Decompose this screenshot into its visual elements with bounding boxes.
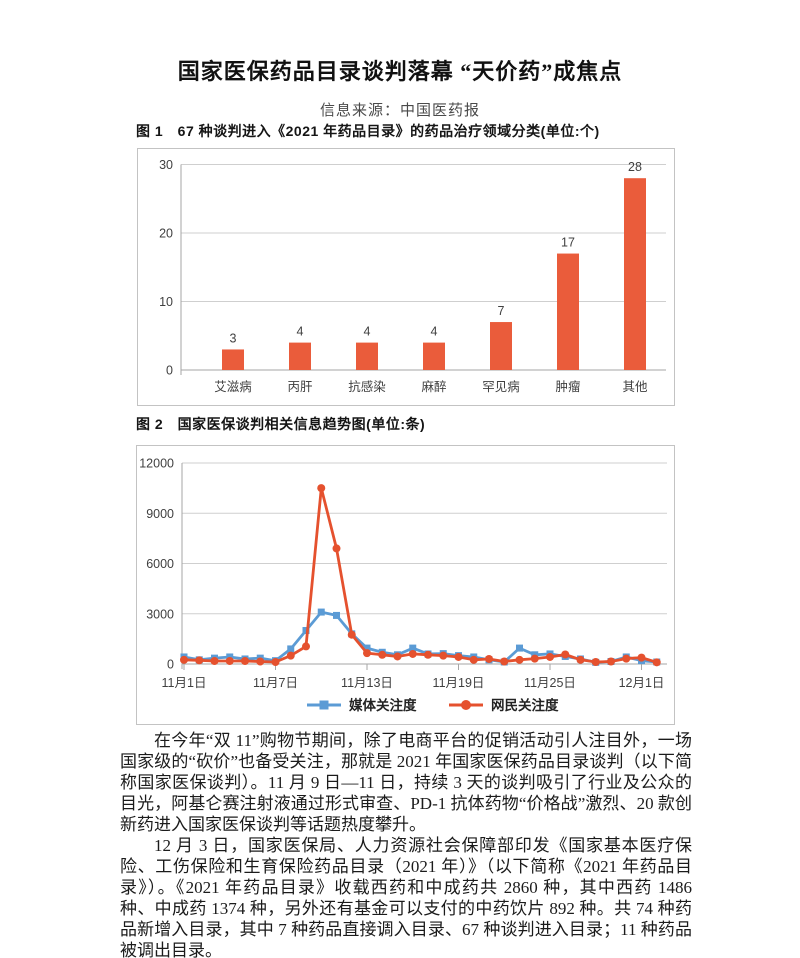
data-point-circle xyxy=(424,650,432,659)
legend-marker-square xyxy=(319,700,329,710)
figure1-caption: 图 1 67 种谈判进入《2021 年药品目录》的药品治疗领域分类(单位:个) xyxy=(136,123,600,139)
data-point-circle xyxy=(378,650,387,659)
bar-category-label: 其他 xyxy=(622,380,648,394)
data-point-circle xyxy=(347,630,356,639)
x-axis-tick-label: 11月1日 xyxy=(162,676,207,690)
line-chart-attention-trend: 0 3000 6000 9000 12000 11月1日 11月7日 11月13日 11月19日… xyxy=(139,457,667,713)
bar-category-label: 丙肝 xyxy=(287,380,313,394)
data-point-circle xyxy=(210,656,219,665)
bar xyxy=(222,349,244,370)
data-point-circle xyxy=(241,656,249,665)
data-point-circle xyxy=(225,656,234,665)
bar xyxy=(289,342,311,370)
page-title: 国家医保药品目录谈判落幕 “天价药”成焦点 xyxy=(177,59,623,84)
bar-value-label: 7 xyxy=(498,304,505,318)
legend-marker-circle xyxy=(461,700,471,710)
data-point-circle xyxy=(439,651,448,660)
y-axis-tick-label: 9000 xyxy=(146,507,174,521)
article-body: 在今年“双 11”购物节期间，除了电商平台的促销活动引人注目外，一场国家级的“砍… xyxy=(120,730,692,958)
data-point-circle xyxy=(286,651,295,660)
body-paragraph-1: 在今年“双 11”购物节期间，除了电商平台的促销活动引人注目外，一场国家级的“砍… xyxy=(120,731,692,834)
data-point-circle xyxy=(332,544,341,553)
data-point-circle xyxy=(195,656,204,665)
data-point-circle xyxy=(622,654,631,663)
y-axis-tick-label: 12000 xyxy=(139,457,174,471)
x-axis-tick-label: 12月1日 xyxy=(619,676,665,690)
y-axis-tick-label: 3000 xyxy=(146,607,174,621)
data-point-circle xyxy=(180,655,188,664)
data-point-circle xyxy=(576,655,585,664)
data-point-square xyxy=(302,627,310,634)
data-point-circle xyxy=(637,653,646,662)
data-point-circle xyxy=(469,655,478,664)
data-point-circle xyxy=(271,657,280,666)
bar xyxy=(490,322,512,370)
figure1-chart-frame: 0 10 20 30 3 艾滋病 4 丙肝 4 抗感染 4 麻醉 7 罕见病 17 肿瘤 28 其他 xyxy=(137,148,675,406)
legend-label-netizen: 网民关注度 xyxy=(491,697,559,713)
data-point-circle xyxy=(363,649,371,658)
x-axis-tick-label: 11月19日 xyxy=(433,676,485,690)
data-point-circle xyxy=(530,654,539,663)
data-point-circle xyxy=(546,652,554,661)
bar xyxy=(423,342,445,370)
data-point-circle xyxy=(500,657,509,666)
y-axis-tick-label: 6000 xyxy=(146,557,174,571)
bar-chart-treatment-categories: 0 10 20 30 3 艾滋病 4 丙肝 4 抗感染 4 麻醉 7 罕见病 17 肿瘤 28 其他 xyxy=(159,158,666,394)
data-point-circle xyxy=(607,657,615,666)
bar xyxy=(557,253,579,370)
bar-category-label: 罕见病 xyxy=(482,379,520,394)
data-point-square xyxy=(287,645,295,653)
series-line-网民关注度 xyxy=(183,486,658,664)
data-point-square xyxy=(409,644,417,652)
bar-value-label: 4 xyxy=(431,325,438,339)
bar xyxy=(356,342,378,370)
data-point-square xyxy=(516,644,523,652)
data-point-circle xyxy=(652,658,661,667)
y-axis-tick-label: 10 xyxy=(159,295,173,309)
data-point-circle xyxy=(256,657,265,666)
data-point-circle xyxy=(408,649,417,658)
data-point-square xyxy=(317,608,325,616)
x-axis-tick-label: 11月7日 xyxy=(253,676,298,690)
bar-category-label: 肿瘤 xyxy=(555,379,581,394)
bar-value-label: 4 xyxy=(364,325,371,339)
data-point-square xyxy=(363,644,371,652)
source-line: 信息来源：中国医药报 xyxy=(319,103,480,119)
bar-value-label: 28 xyxy=(628,160,642,174)
data-point-circle xyxy=(302,642,310,651)
data-point-circle xyxy=(317,484,326,493)
data-point-circle xyxy=(454,652,463,661)
data-point-circle xyxy=(561,650,570,659)
data-point-square xyxy=(226,653,234,661)
bar-category-label: 艾滋病 xyxy=(214,379,252,394)
data-point-square xyxy=(333,611,340,619)
x-axis-tick-label: 11月25日 xyxy=(524,676,576,690)
y-axis-tick-label: 0 xyxy=(166,364,173,378)
figure2-chart-frame: 0 3000 6000 9000 12000 11月1日 11月7日 11月13日 11月19日… xyxy=(136,445,675,725)
bar xyxy=(624,178,646,370)
y-axis-tick-label: 20 xyxy=(159,227,173,241)
bar-category-label: 抗感染 xyxy=(348,379,386,394)
data-point-circle xyxy=(393,652,402,661)
data-point-circle xyxy=(591,657,600,666)
body-paragraph-2: 12 月 3 日，国家医保局、人力资源社会保障部印发《国家基本医疗保险、工伤保险… xyxy=(120,836,692,958)
y-axis-tick-label: 0 xyxy=(167,658,174,672)
bar-value-label: 4 xyxy=(297,325,304,339)
y-axis-tick-label: 30 xyxy=(159,158,173,172)
legend-label-media: 媒体关注度 xyxy=(349,697,417,713)
data-point-circle xyxy=(515,655,524,664)
x-axis-tick-label: 11月13日 xyxy=(341,676,393,690)
bar-value-label: 17 xyxy=(561,236,575,250)
bar-value-label: 3 xyxy=(230,331,237,345)
figure2-caption: 图 2 国家医保谈判相关信息趋势图(单位:条) xyxy=(136,416,426,432)
data-point-circle xyxy=(485,654,493,663)
bar-category-label: 麻醉 xyxy=(421,379,446,394)
